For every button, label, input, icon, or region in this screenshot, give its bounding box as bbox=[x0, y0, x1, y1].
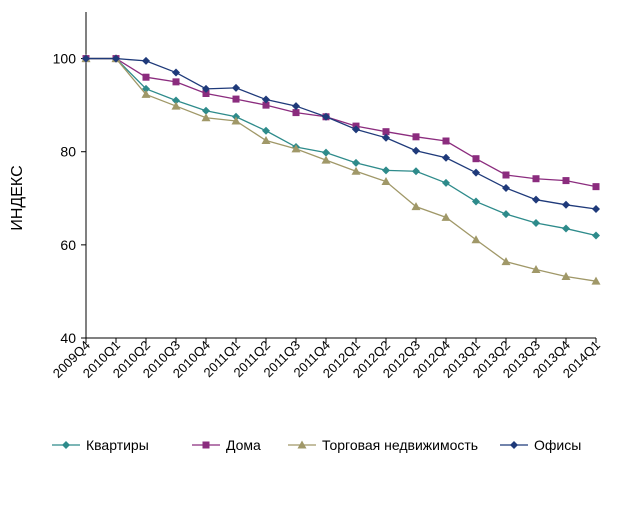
data-point bbox=[202, 106, 210, 115]
data-point bbox=[382, 133, 390, 142]
y-tick-label: 100 bbox=[53, 51, 77, 67]
data-point bbox=[501, 257, 511, 266]
data-point bbox=[592, 231, 600, 240]
data-point bbox=[561, 272, 571, 281]
legend-label: Офисы bbox=[534, 437, 581, 453]
data-point bbox=[322, 112, 330, 121]
data-point bbox=[172, 78, 180, 86]
series-layer bbox=[81, 54, 601, 285]
legend-item: Офисы bbox=[500, 437, 581, 453]
data-point bbox=[112, 54, 120, 63]
series-line bbox=[86, 57, 597, 237]
data-point bbox=[82, 54, 90, 63]
legend-label: Квартиры bbox=[86, 437, 149, 453]
data-point bbox=[502, 184, 510, 193]
series-4 bbox=[82, 54, 600, 213]
data-point bbox=[412, 133, 420, 141]
data-point bbox=[532, 218, 540, 227]
data-point bbox=[592, 183, 600, 191]
data-point bbox=[322, 148, 330, 157]
data-point bbox=[471, 235, 481, 244]
data-point bbox=[382, 166, 390, 175]
legend-marker bbox=[297, 440, 307, 449]
y-tick-label: 60 bbox=[60, 237, 76, 253]
data-point bbox=[261, 136, 271, 145]
data-point bbox=[562, 200, 570, 209]
data-point bbox=[262, 95, 270, 104]
data-point bbox=[352, 158, 360, 167]
ticks-layer: 4060801002009Q42010Q12010Q22010Q32010Q42… bbox=[50, 51, 603, 381]
data-point bbox=[562, 224, 570, 233]
legend-item: Квартиры bbox=[52, 437, 149, 453]
data-point bbox=[592, 204, 600, 213]
data-point bbox=[262, 101, 270, 109]
data-point bbox=[532, 175, 540, 183]
data-point bbox=[291, 144, 301, 153]
y-axis-label: ИНДЕКС bbox=[9, 165, 26, 230]
axes bbox=[81, 12, 597, 343]
data-point bbox=[262, 126, 270, 135]
data-point bbox=[172, 68, 180, 77]
data-point bbox=[202, 90, 210, 97]
data-point bbox=[292, 102, 300, 111]
legend-item: Торговая недвижимость bbox=[288, 437, 478, 453]
data-point bbox=[321, 155, 331, 164]
data-point bbox=[591, 276, 601, 285]
data-point bbox=[141, 89, 151, 98]
legend-label: Торговая недвижимость bbox=[322, 437, 478, 453]
y-tick-label: 40 bbox=[60, 330, 76, 346]
legend-item: Дома bbox=[192, 437, 261, 453]
data-point bbox=[562, 177, 570, 185]
data-point bbox=[532, 195, 540, 204]
data-point bbox=[442, 153, 450, 162]
data-point bbox=[142, 56, 150, 65]
data-point bbox=[172, 96, 180, 105]
data-point bbox=[292, 109, 300, 117]
data-point bbox=[202, 84, 210, 93]
data-point bbox=[502, 171, 510, 179]
legend-marker bbox=[202, 441, 210, 449]
data-point bbox=[231, 116, 241, 125]
data-point bbox=[232, 83, 240, 92]
data-point bbox=[472, 155, 480, 163]
data-point bbox=[412, 146, 420, 155]
data-point bbox=[381, 177, 391, 186]
data-point bbox=[382, 128, 390, 136]
legend: Квартиры Дома Торговая недвижимость Офисы bbox=[52, 437, 581, 453]
data-point bbox=[142, 73, 150, 81]
data-point bbox=[351, 166, 361, 175]
data-point bbox=[201, 113, 211, 122]
y-tick-label: 80 bbox=[60, 144, 76, 160]
series-line bbox=[86, 57, 597, 282]
data-point bbox=[442, 178, 450, 187]
legend-marker bbox=[62, 441, 70, 449]
data-point bbox=[171, 101, 181, 110]
data-point bbox=[412, 167, 420, 176]
series-3 bbox=[81, 54, 601, 285]
data-point bbox=[352, 125, 360, 134]
data-point bbox=[472, 197, 480, 206]
data-point bbox=[411, 202, 421, 211]
data-point bbox=[441, 212, 451, 221]
data-point bbox=[442, 137, 450, 145]
legend-marker bbox=[510, 441, 518, 449]
series-line bbox=[86, 57, 597, 210]
series-line bbox=[86, 57, 597, 188]
series-1 bbox=[82, 54, 600, 240]
data-point bbox=[531, 265, 541, 274]
data-point bbox=[502, 210, 510, 219]
data-point bbox=[232, 95, 240, 103]
legend-label: Дома bbox=[226, 437, 261, 453]
data-point bbox=[142, 84, 150, 93]
data-point bbox=[472, 168, 480, 177]
